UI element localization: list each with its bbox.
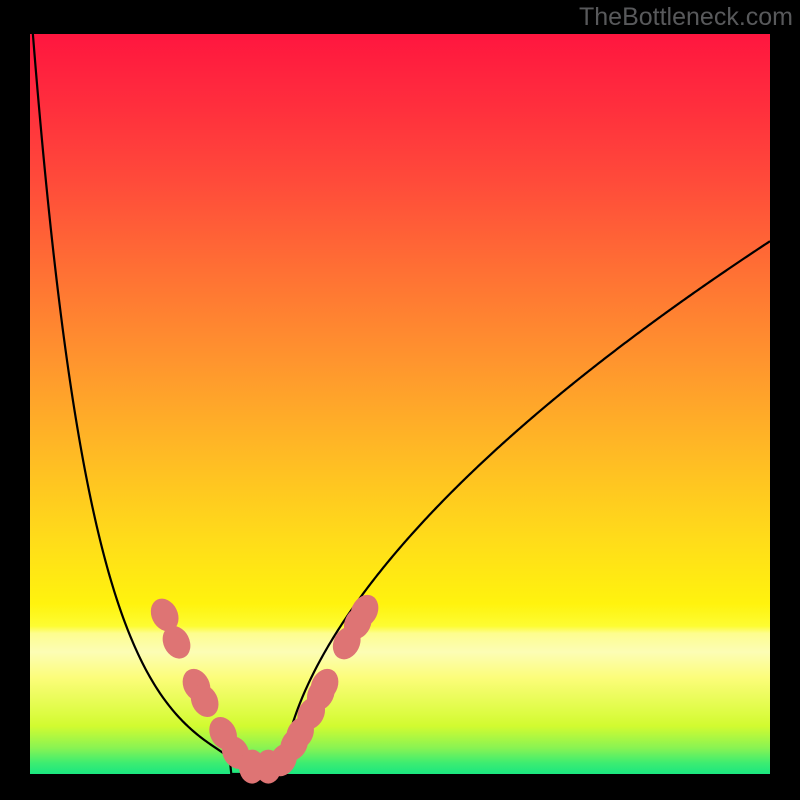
bottleneck-curve-chart xyxy=(30,34,770,774)
watermark-text: TheBottleneck.com xyxy=(579,3,793,32)
plot-area xyxy=(30,34,770,774)
chart-frame: TheBottleneck.com xyxy=(0,0,800,800)
bottleneck-curve xyxy=(30,0,770,774)
